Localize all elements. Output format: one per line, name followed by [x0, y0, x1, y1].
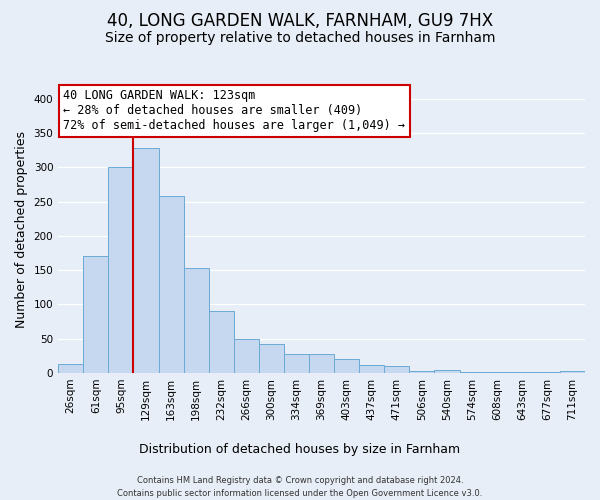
Bar [560, 371, 585, 373]
Bar [58, 364, 83, 373]
Bar [460, 372, 485, 373]
Bar [234, 338, 259, 373]
Bar [334, 358, 359, 373]
Bar [309, 354, 334, 373]
Bar [109, 168, 133, 373]
Bar [409, 371, 434, 373]
Y-axis label: Number of detached properties: Number of detached properties [15, 130, 28, 328]
Text: Contains HM Land Registry data © Crown copyright and database right 2024.
Contai: Contains HM Land Registry data © Crown c… [118, 476, 482, 498]
Bar [209, 310, 234, 373]
Text: Size of property relative to detached houses in Farnham: Size of property relative to detached ho… [105, 31, 495, 45]
Bar [485, 372, 510, 373]
Bar [259, 344, 284, 373]
Bar [184, 268, 209, 373]
Bar [535, 372, 560, 373]
Bar [434, 370, 460, 373]
Bar [359, 366, 385, 373]
Bar [83, 256, 109, 373]
Text: Distribution of detached houses by size in Farnham: Distribution of detached houses by size … [139, 442, 461, 456]
Text: 40, LONG GARDEN WALK, FARNHAM, GU9 7HX: 40, LONG GARDEN WALK, FARNHAM, GU9 7HX [107, 12, 493, 30]
Bar [158, 196, 184, 373]
Bar [510, 372, 535, 373]
Bar [133, 148, 158, 373]
Bar [385, 366, 409, 373]
Text: 40 LONG GARDEN WALK: 123sqm
← 28% of detached houses are smaller (409)
72% of se: 40 LONG GARDEN WALK: 123sqm ← 28% of det… [64, 90, 406, 132]
Bar [284, 354, 309, 373]
